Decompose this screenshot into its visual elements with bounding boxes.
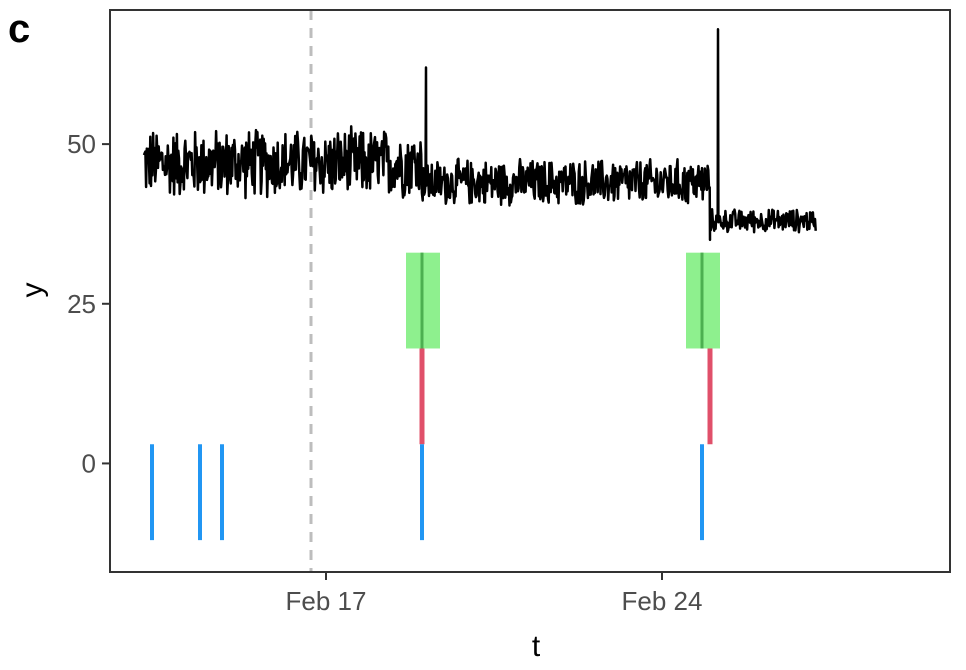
y-axis-title: y [16, 283, 49, 298]
x-axis: Feb 17 Feb 24 [286, 572, 703, 616]
panel-label: c [8, 7, 30, 51]
y-tick-label-1: 0 [82, 448, 96, 478]
plot-area [142, 10, 817, 572]
x-tick-label-2: Feb 24 [622, 586, 703, 616]
y-tick-label-3: 50 [67, 129, 96, 159]
x-axis-title: t [532, 630, 541, 663]
x-tick-label-1: Feb 17 [286, 586, 367, 616]
y-axis: 0 25 50 [67, 129, 110, 478]
series-line-1 [142, 27, 817, 242]
y-tick-label-2: 25 [67, 289, 96, 319]
plot-frame [109, 9, 951, 573]
